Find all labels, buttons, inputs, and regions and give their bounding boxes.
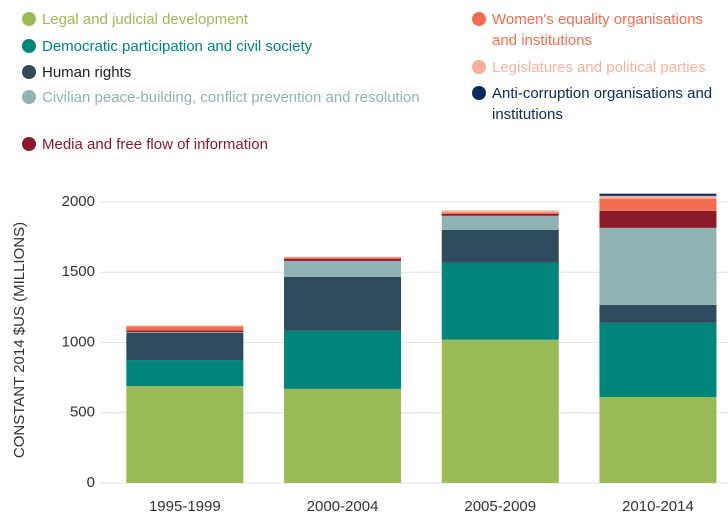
x-tick-label: 1995-1999: [149, 498, 221, 515]
bar-segment: [599, 210, 717, 228]
legend-item: Democratic participation and civil socie…: [22, 36, 422, 57]
bar-segment: [126, 332, 244, 361]
legend-swatch: [22, 39, 36, 53]
legend-swatch: [472, 86, 486, 100]
legend-item: Women's equality organisations and insti…: [472, 9, 728, 51]
bar-segment: [599, 195, 717, 199]
bar-segment: [599, 397, 717, 483]
y-tick-label: 2000: [62, 193, 95, 210]
bar-segment: [126, 360, 244, 387]
bar-segment: [599, 198, 717, 211]
legend-swatch: [22, 90, 36, 104]
y-tick-label: 500: [70, 404, 95, 421]
bar-segment: [441, 210, 559, 213]
bar-segment: [441, 339, 559, 483]
bar-segment: [599, 322, 717, 398]
bar-segment: [126, 331, 244, 333]
y-tick-label: 1000: [62, 333, 95, 350]
legend-swatch: [22, 65, 36, 79]
legend-label: Legal and judicial development: [42, 11, 248, 28]
bar-segment: [599, 193, 717, 196]
x-tick-label: 2010-2014: [622, 498, 694, 515]
legend-swatch: [472, 12, 486, 26]
legend-label: Human rights: [42, 64, 132, 81]
legend-item: Civilian peace-building, conflict preven…: [22, 87, 422, 108]
legend-item: Media and free flow of information: [22, 134, 422, 155]
legend-label: Civilian peace-building, conflict preven…: [42, 89, 420, 106]
bar-segment: [441, 213, 559, 216]
bar-segment: [284, 260, 402, 277]
bar-segment: [284, 388, 402, 483]
y-axis-label: CONSTANT 2014 $US (MILLIONS): [11, 222, 28, 458]
x-tick-label: 2000-2004: [307, 498, 379, 515]
bar-segment: [284, 276, 402, 331]
legend-item: Anti-corruption organisations and instit…: [472, 83, 728, 125]
legend-item: Legal and judicial development: [22, 9, 422, 30]
bar-segment: [284, 257, 402, 259]
legend-label: Media and free flow of information: [42, 136, 268, 153]
bar-segment: [441, 229, 559, 263]
bar-segment: [441, 262, 559, 340]
legend-label: Anti-corruption organisations and instit…: [492, 85, 713, 123]
bar-segment: [599, 227, 717, 305]
bar-segment: [284, 258, 402, 261]
legend-label: Legislatures and political parties: [492, 59, 706, 76]
legend-label: Democratic participation and civil socie…: [42, 38, 313, 55]
bar-segment: [126, 325, 244, 327]
bar-segment: [599, 304, 717, 323]
legend-swatch: [22, 12, 36, 26]
bar-segment: [441, 212, 559, 214]
bar-segment: [284, 330, 402, 389]
legend-item: Human rights: [22, 62, 422, 83]
x-tick-label: 2005-2009: [464, 498, 536, 515]
bar-segment: [284, 256, 402, 258]
legend-swatch: [22, 137, 36, 151]
y-tick-label: 1500: [62, 263, 95, 280]
bar-segment: [441, 215, 559, 230]
bar-segment: [126, 326, 244, 331]
legend-item: Legislatures and political parties: [472, 57, 728, 78]
y-tick-label: 0: [87, 474, 95, 491]
bar-segment: [126, 386, 244, 483]
legend-label: Women's equality organisations and insti…: [492, 11, 704, 49]
bar-segment: [126, 330, 244, 332]
legend-swatch: [472, 60, 486, 74]
